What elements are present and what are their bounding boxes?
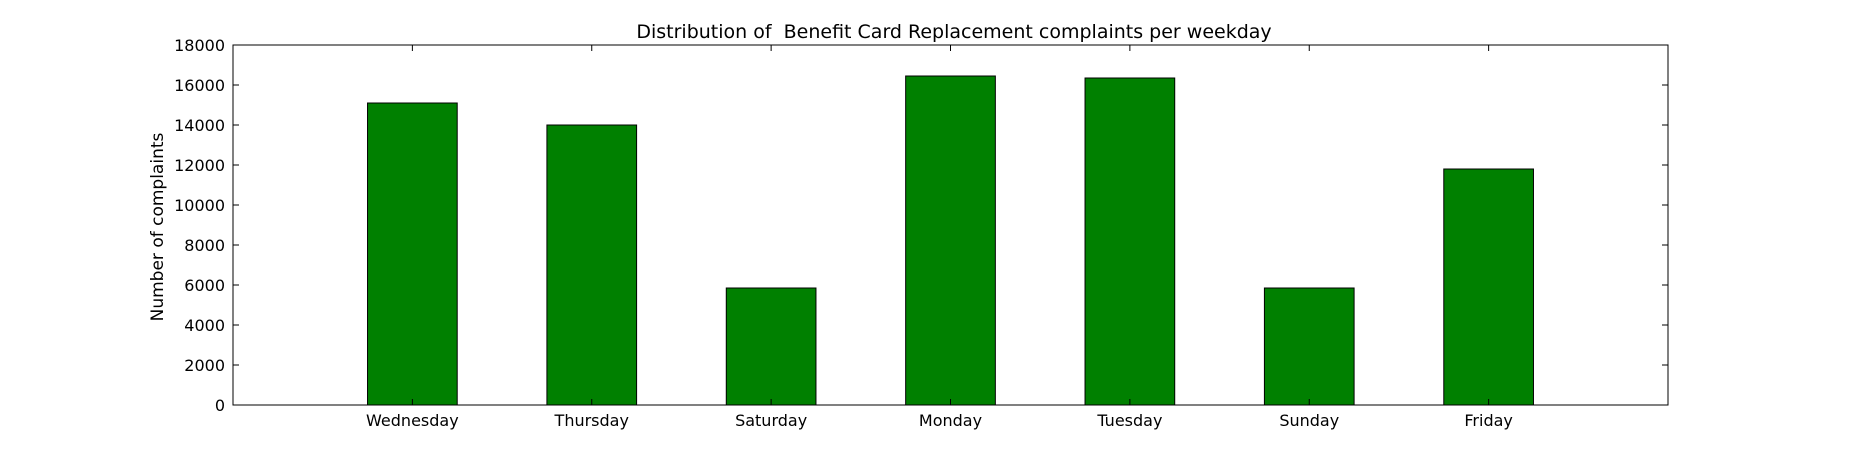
y-tick-label: 18000 <box>174 36 225 55</box>
bar-monday <box>905 75 996 406</box>
y-tick-label: 4000 <box>184 316 225 335</box>
y-tick-label: 16000 <box>174 76 225 95</box>
x-tick-label: Thursday <box>554 411 629 430</box>
bar-thursday <box>546 124 638 406</box>
x-tick-label: Monday <box>919 411 982 430</box>
y-tick-label: 6000 <box>184 276 225 295</box>
y-tick-label: 8000 <box>184 236 225 255</box>
y-tick-label: 14000 <box>174 116 225 135</box>
bar-tuesday <box>1084 77 1176 406</box>
y-tick-label: 12000 <box>174 156 225 175</box>
y-axis-label: Number of complaints <box>148 132 168 321</box>
bar-wednesday <box>367 102 458 406</box>
x-tick-label: Saturday <box>735 411 807 430</box>
y-tick-label: 2000 <box>184 356 225 375</box>
x-tick-label: Sunday <box>1279 411 1339 430</box>
bar-friday <box>1443 168 1534 406</box>
x-tick-label: Wednesday <box>366 411 459 430</box>
y-tick-label: 0 <box>215 396 225 415</box>
x-tick-label: Tuesday <box>1096 411 1162 430</box>
bar-sunday <box>1263 287 1355 406</box>
bar-saturday <box>725 287 817 406</box>
y-tick-label: 10000 <box>174 196 225 215</box>
chart-title: Distribution of Benefit Card Replacement… <box>636 21 1271 43</box>
plot-area: 0 2000 4000 6000 8000 10000 12000 14000 16000 180… <box>174 36 1669 430</box>
x-tick-label: Friday <box>1464 411 1513 430</box>
